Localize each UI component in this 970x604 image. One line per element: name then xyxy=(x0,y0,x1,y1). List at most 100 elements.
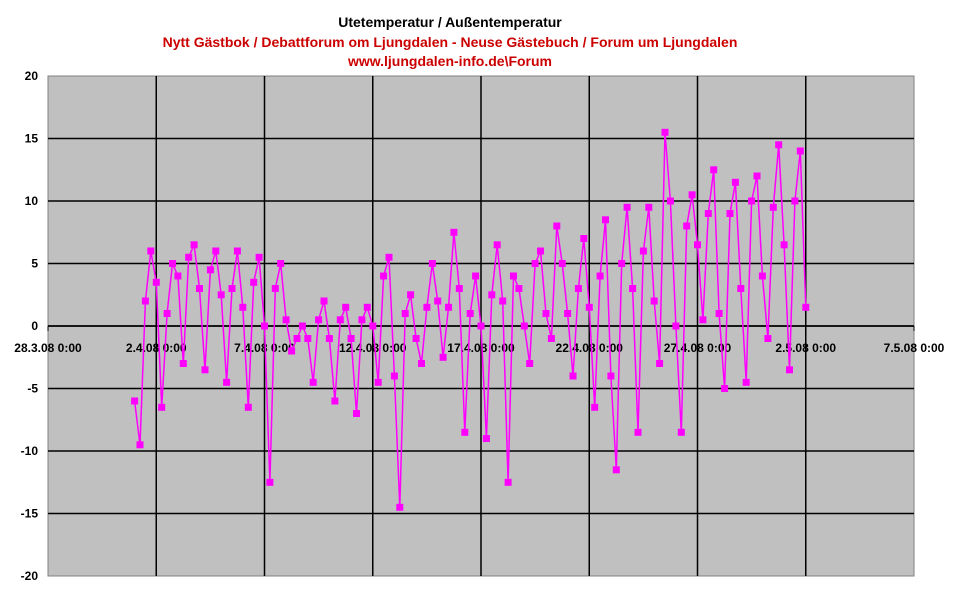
data-point xyxy=(602,216,609,224)
data-point xyxy=(504,478,512,486)
data-point xyxy=(558,260,566,267)
x-tick-label: 17.4.08 0:00 xyxy=(447,341,515,355)
x-tick-label: 12.4.08 0:00 xyxy=(339,341,407,355)
data-point xyxy=(450,228,458,236)
data-point xyxy=(482,435,490,442)
data-point xyxy=(445,303,452,311)
data-point xyxy=(677,428,685,436)
data-point xyxy=(325,335,333,342)
y-tick-label: -5 xyxy=(27,382,38,396)
data-point xyxy=(131,397,139,405)
data-point xyxy=(542,310,550,317)
chart-subtitle-line-1: Nytt Gästbok / Debattforum om Ljungdalen… xyxy=(163,34,738,50)
data-point xyxy=(461,428,469,436)
y-tick-label: -15 xyxy=(21,507,39,521)
data-point xyxy=(537,247,544,255)
data-point xyxy=(196,285,203,292)
data-point xyxy=(282,316,290,324)
data-point xyxy=(531,260,539,267)
data-point xyxy=(694,241,701,249)
data-point xyxy=(623,203,631,211)
data-point xyxy=(353,410,360,417)
data-point xyxy=(742,378,750,386)
data-point xyxy=(455,285,463,292)
data-point xyxy=(390,372,398,380)
data-point xyxy=(239,303,247,311)
data-point xyxy=(412,335,420,342)
x-tick-label: 2.4.08 0:00 xyxy=(126,341,187,355)
data-point xyxy=(526,360,534,367)
data-point xyxy=(477,322,485,330)
data-point xyxy=(472,272,480,280)
data-point xyxy=(520,322,528,330)
data-point xyxy=(206,266,214,274)
data-point xyxy=(569,372,577,380)
data-point xyxy=(401,310,409,317)
data-point xyxy=(585,303,593,311)
y-tick-label: -10 xyxy=(21,444,39,458)
data-point xyxy=(775,141,783,149)
x-tick-label: 27.4.08 0:00 xyxy=(664,341,732,355)
data-point xyxy=(320,297,328,305)
data-point xyxy=(547,335,555,342)
data-point xyxy=(418,360,425,367)
data-point xyxy=(786,366,793,374)
data-point xyxy=(710,166,718,174)
data-point xyxy=(802,303,810,311)
data-point xyxy=(607,372,615,380)
data-point xyxy=(271,285,279,292)
data-point xyxy=(629,285,637,292)
data-point xyxy=(515,285,523,292)
x-tick-label: 28.3.08 0:00 xyxy=(14,341,82,355)
data-point xyxy=(499,297,507,305)
data-point xyxy=(596,272,604,280)
data-point xyxy=(683,222,691,230)
data-point xyxy=(645,203,653,211)
y-tick-label: -20 xyxy=(21,569,39,583)
data-point xyxy=(266,478,274,486)
data-point xyxy=(363,303,371,311)
data-point xyxy=(769,203,777,211)
x-tick-label: 2.5.08 0:00 xyxy=(775,341,836,355)
data-point xyxy=(715,310,723,317)
data-point xyxy=(179,360,187,367)
data-point xyxy=(147,247,155,255)
data-point xyxy=(574,285,582,292)
data-point xyxy=(564,310,572,317)
x-tick-label: 22.4.08 0:00 xyxy=(556,341,624,355)
data-point xyxy=(780,241,788,249)
data-point xyxy=(634,428,642,436)
data-point xyxy=(699,316,707,324)
data-point xyxy=(580,235,588,242)
data-point xyxy=(380,272,388,280)
data-point xyxy=(244,403,252,411)
data-point xyxy=(753,172,761,180)
data-point xyxy=(331,397,339,405)
data-point xyxy=(737,285,745,292)
data-point xyxy=(309,378,317,386)
y-tick-label: 0 xyxy=(31,319,38,333)
y-axis-ticks: -20 -15 -10 -5 0 5 10 15 20 xyxy=(21,69,39,583)
data-point xyxy=(217,291,225,299)
data-point xyxy=(304,335,312,342)
data-point xyxy=(612,466,620,474)
data-point xyxy=(396,503,404,511)
data-point xyxy=(688,191,696,199)
x-tick-label: 7.5.08 0:00 xyxy=(884,341,945,355)
data-point xyxy=(488,291,496,299)
data-point xyxy=(639,247,647,255)
data-point xyxy=(255,253,263,261)
data-point xyxy=(385,253,393,261)
data-point xyxy=(190,241,198,249)
data-point xyxy=(618,260,626,267)
data-point xyxy=(358,316,366,324)
data-point xyxy=(726,210,734,217)
data-point xyxy=(510,272,517,280)
data-point xyxy=(591,403,599,411)
data-point xyxy=(553,222,561,230)
data-point xyxy=(428,260,436,267)
data-point xyxy=(141,297,149,305)
data-point xyxy=(158,403,166,411)
data-point xyxy=(374,378,382,386)
